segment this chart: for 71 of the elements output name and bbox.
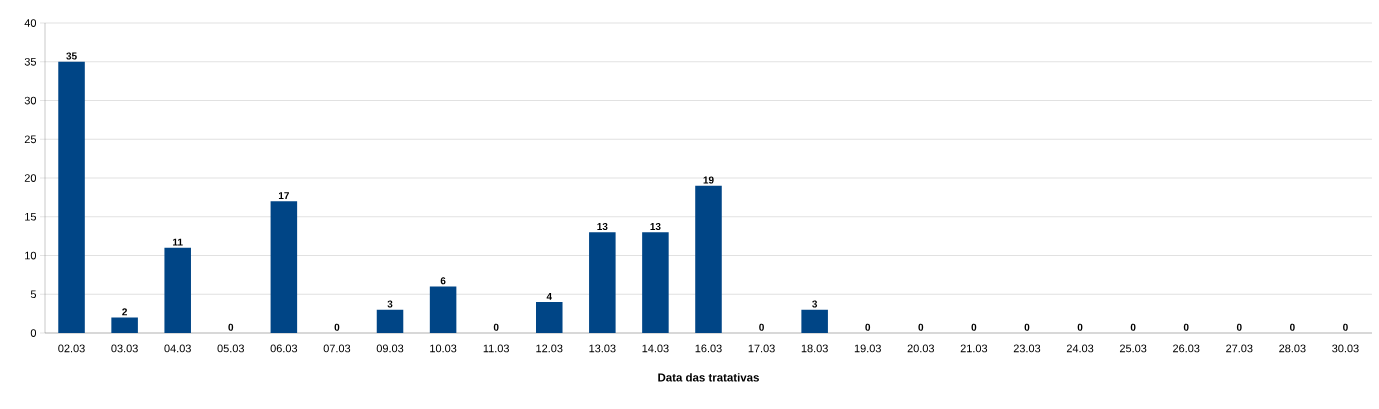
data-label: 0: [228, 323, 234, 331]
data-label: 0: [1289, 323, 1295, 331]
x-axis-title: Data das tratativas: [658, 373, 759, 382]
data-label: 3: [812, 300, 818, 308]
x-tick-label: 12.03: [536, 344, 563, 353]
data-label: 13: [597, 222, 608, 231]
data-label: 4: [546, 292, 552, 300]
x-tick-label: 28.03: [1279, 344, 1306, 353]
x-tick-label: 10.03: [430, 344, 457, 353]
bar: [695, 185, 722, 333]
data-label: 17: [278, 192, 289, 200]
x-tick-label: 04.03: [164, 344, 191, 353]
data-label: 19: [703, 176, 714, 184]
data-label: 0: [1077, 323, 1083, 331]
data-label: 0: [918, 323, 924, 331]
bar: [642, 232, 669, 333]
bar: [429, 286, 457, 333]
x-tick-label: 06.03: [270, 344, 298, 353]
x-tick-label: 11.03: [483, 344, 509, 353]
data-label: 0: [334, 323, 340, 331]
bar: [376, 309, 404, 333]
bar: [801, 309, 828, 333]
y-tick-label: 10: [25, 251, 37, 260]
data-label: 0: [971, 323, 977, 331]
x-tick-label: 13.03: [589, 344, 616, 353]
y-tick-label: 15: [25, 212, 37, 221]
bar: [589, 232, 616, 333]
bar: [164, 247, 191, 333]
x-tick-label: 02.03: [58, 344, 85, 353]
x-tick-label: 25.03: [1119, 344, 1147, 353]
data-label: 0: [759, 323, 764, 331]
x-tick-label: 30.03: [1332, 344, 1359, 353]
x-tick-label: 20.03: [907, 344, 935, 353]
data-label: 0: [1236, 323, 1242, 331]
x-tick-label: 19.03: [854, 344, 881, 353]
data-label: 0: [1343, 323, 1348, 331]
y-tick-label: 0: [30, 329, 37, 337]
data-label: 2: [122, 308, 127, 316]
x-tick-label: 05.03: [217, 344, 244, 353]
x-tick-label: 14.03: [642, 344, 669, 353]
data-label: 11: [173, 238, 183, 246]
x-tick-label: 07.03: [323, 344, 351, 353]
x-tick-label: 18.03: [801, 344, 828, 353]
data-label: 3: [387, 300, 393, 308]
data-label: 0: [493, 323, 499, 331]
x-tick-label: 17.03: [748, 344, 775, 353]
y-tick-label: 5: [30, 290, 37, 299]
data-label: 35: [66, 52, 77, 60]
x-tick-label: 03.03: [111, 344, 138, 353]
y-tick-label: 40: [24, 19, 37, 27]
data-label: 0: [1024, 323, 1030, 331]
x-tick-label: 16.03: [695, 344, 722, 353]
data-label: 13: [650, 222, 661, 231]
bar: [58, 61, 85, 333]
y-tick-label: 30: [24, 96, 37, 105]
x-tick-label: 23.03: [1013, 344, 1041, 353]
y-tick-label: 20: [24, 174, 37, 182]
x-tick-label: 26.03: [1173, 344, 1200, 353]
data-label: 0: [1183, 323, 1189, 331]
x-tick-label: 24.03: [1066, 344, 1094, 353]
y-tick-label: 35: [24, 57, 37, 66]
x-tick-label: 09.03: [376, 344, 404, 353]
bar: [535, 302, 563, 333]
bar: [270, 201, 298, 333]
y-tick-label: 25: [24, 135, 37, 144]
data-label: 6: [440, 277, 446, 285]
data-label: 0: [1130, 323, 1136, 331]
data-label: 0: [865, 323, 871, 331]
x-tick-label: 21.03: [960, 344, 988, 353]
bar: [111, 317, 138, 333]
x-tick-label: 27.03: [1226, 344, 1253, 353]
